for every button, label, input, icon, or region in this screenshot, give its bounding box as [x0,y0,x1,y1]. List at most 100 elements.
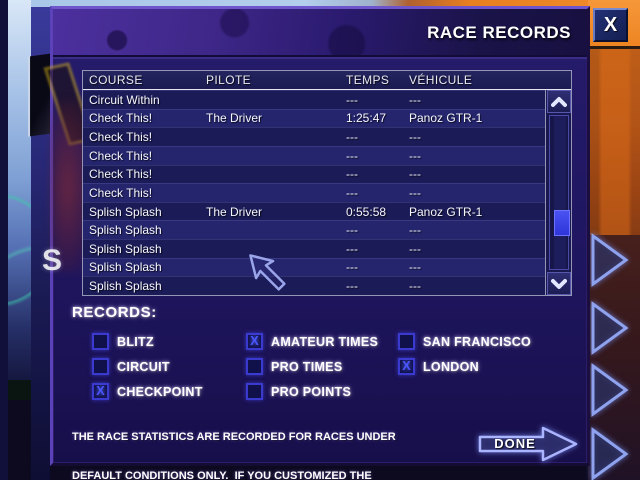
cell-temps: --- [346,260,358,275]
cell-course: Check This! [89,148,153,163]
cell-course: Splish Splash [89,279,162,294]
table-row: Splish Splash --- --- [83,257,547,277]
table-row: Check This! The Driver 1:25:47 Panoz GTR-1 [83,108,547,128]
background-left-edge [0,0,8,480]
table-row: Check This! --- --- [83,183,547,202]
cell-temps: --- [346,241,358,256]
cell-pilote: The Driver [206,204,263,219]
chevron-down-icon [551,278,567,289]
scroll-down-button[interactable] [547,272,571,295]
cell-vehicule: --- [409,241,421,256]
checkbox-san-francisco[interactable] [398,333,415,350]
table-row: Splish Splash --- --- [83,239,547,258]
cell-vehicule: --- [409,185,421,200]
cell-course: Check This! [89,167,153,182]
cell-course: Splish Splash [89,204,162,219]
checkbox-mark: X [96,383,105,398]
table-row: Splish Splash The Driver 0:55:58 Panoz GTR-… [83,201,547,221]
column-header-pilote: PILOTE [206,73,252,87]
cell-vehicule: --- [409,167,421,182]
checkbox-mark: X [250,333,259,348]
checkbox-label-london: LONDON [423,360,479,374]
checkbox-london[interactable]: X [398,358,415,375]
checkbox-amateur-times[interactable]: X [246,333,263,350]
notice-text: THE RACE STATISTICS ARE RECORDED FOR RAC… [72,405,396,480]
checkbox-label-san-francisco: SAN FRANCISCO [423,335,532,349]
checkbox-label-pro-points: PRO POINTS [271,385,352,399]
cell-temps: --- [346,223,358,238]
scrollbar-track[interactable] [549,115,570,270]
checkbox-checkpoint[interactable]: X [92,383,109,400]
notice-line: DEFAULT CONDITIONS ONLY. IF YOU CUSTOMIZ… [72,470,372,480]
cell-vehicule: --- [409,148,421,163]
scrollbar-thumb[interactable] [554,210,570,236]
checkbox-label-pro-times: PRO TIMES [271,360,343,374]
table-row: Splish Splash --- --- [83,276,547,295]
table-header-row: COURSE PILOTE TEMPS VÉHICULE [83,71,571,90]
cell-vehicule: Panoz GTR-1 [409,111,483,126]
cell-vehicule: --- [409,130,421,145]
cell-course: Check This! [89,111,153,126]
checkbox-pro-points[interactable] [246,383,263,400]
cell-vehicule: --- [409,223,421,238]
race-records-table: COURSE PILOTE TEMPS VÉHICULE Circuit Wit… [82,70,572,296]
column-header-vehicule: VÉHICULE [409,73,473,87]
cell-vehicule: --- [409,260,421,275]
background-divider-line [588,46,640,49]
background-tower-art [588,49,640,235]
chevron-arrow-icon [591,363,629,417]
records-heading: RECORDS: [72,304,157,321]
checkbox-label-amateur-times: AMATEUR TIMES [271,335,379,349]
checkbox-label-blitz: BLITZ [117,335,154,349]
chevron-arrow-icon [591,427,629,480]
cell-vehicule: --- [409,92,421,107]
table-row: Check This! --- --- [83,145,547,165]
background-sky-strip [31,0,640,7]
cell-vehicule: Panoz GTR-1 [409,204,483,219]
table-rows: Circuit Within --- --- Check This! The Driv… [83,90,547,295]
cell-temps: --- [346,167,358,182]
cell-course: Circuit Within [89,92,160,107]
checkbox-circuit[interactable] [92,358,109,375]
cell-temps: --- [346,92,358,107]
chevron-up-icon [551,96,567,107]
checkbox-label-circuit: CIRCUIT [117,360,170,374]
cell-temps: --- [346,279,358,294]
cell-pilote: The Driver [206,111,263,126]
cell-temps: --- [346,130,358,145]
table-row: Circuit Within --- --- [83,90,547,109]
cell-course: Splish Splash [89,223,162,238]
cell-temps: --- [346,185,358,200]
close-button[interactable]: X [593,8,628,42]
cell-temps: 1:25:47 [346,111,387,126]
cell-course: Splish Splash [89,241,162,256]
column-header-course: COURSE [89,73,143,87]
checkbox-pro-times[interactable] [246,358,263,375]
cell-course: Check This! [89,130,153,145]
table-body: Circuit Within --- --- Check This! The Driv… [83,90,571,295]
column-header-temps: TEMPS [346,73,390,87]
background-map-art-bottom [8,380,31,400]
checkbox-label-checkpoint: CHECKPOINT [117,385,203,399]
scroll-up-button[interactable] [547,90,571,113]
chevron-arrow-icon [591,301,629,355]
cell-vehicule: --- [409,279,421,294]
close-icon: X [603,13,618,36]
table-scrollbar[interactable] [545,90,571,295]
page-title: RACE RECORDS [427,23,571,42]
checkbox-mark: X [402,358,411,373]
notice-line: THE RACE STATISTICS ARE RECORDED FOR RAC… [72,431,396,443]
cell-course: Splish Splash [89,260,162,275]
arrow-right-icon [478,426,578,462]
table-row: Check This! --- --- [83,127,547,146]
done-button-label: DONE [494,436,536,451]
background-right-strip [588,0,640,480]
cell-temps: --- [346,148,358,163]
checkbox-blitz[interactable] [92,333,109,350]
done-button[interactable]: DONE [477,425,581,463]
chevron-arrow-icon [591,233,629,287]
background-bleedthrough-letter: S [42,244,63,277]
cell-course: Check This! [89,185,153,200]
table-row: Check This! --- --- [83,164,547,184]
